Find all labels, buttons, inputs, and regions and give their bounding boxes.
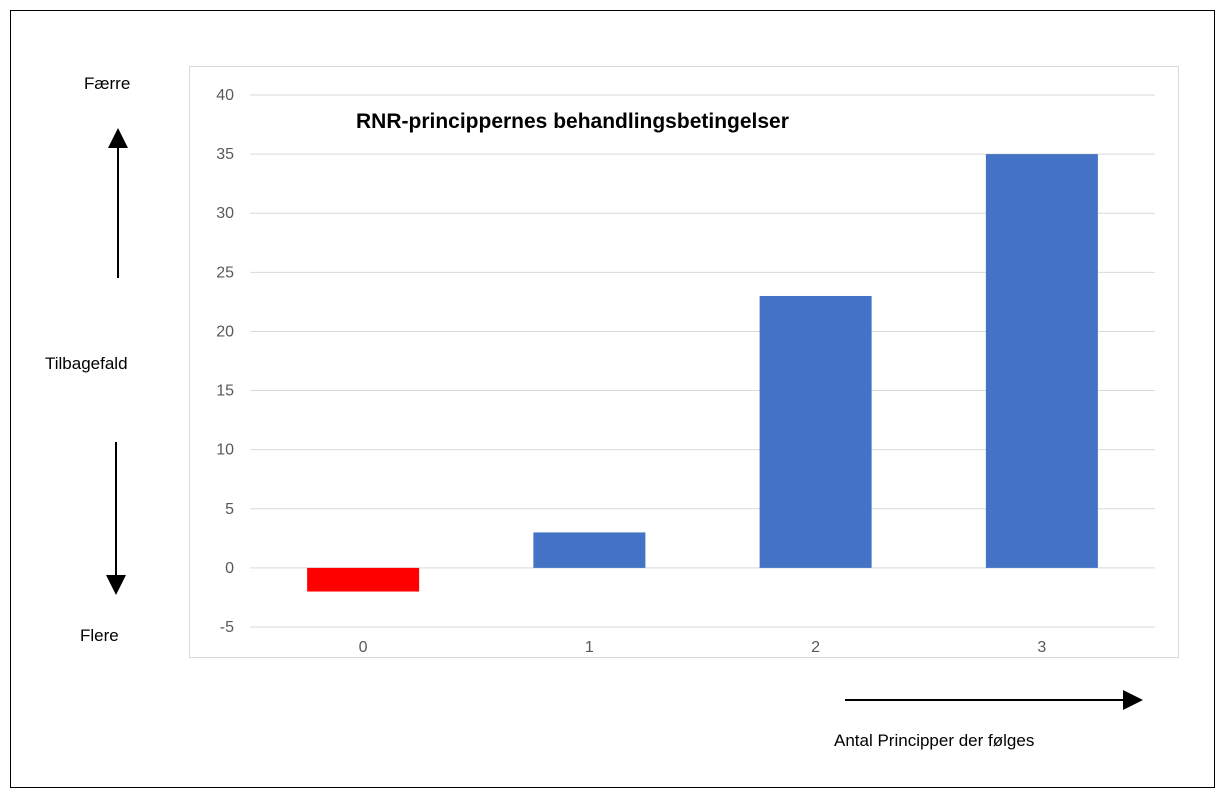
bar-0 — [307, 567, 420, 592]
bar-1 — [533, 532, 646, 568]
y-tick-label: -5 — [220, 619, 234, 636]
tick-labels: -5 0 5 10 15 20 25 30 35 40 0 1 2 3 — [216, 87, 1046, 656]
y-tick-label: 20 — [216, 323, 234, 340]
y-tick-label: 40 — [216, 87, 234, 104]
y-axis-bottom-label: Flere — [80, 626, 119, 645]
bar-3 — [985, 154, 1098, 568]
y-axis-top-label: Færre — [84, 74, 131, 93]
x-tick-label: 2 — [811, 639, 820, 656]
bars — [307, 154, 1098, 592]
x-axis-title: Antal Principper der følges — [834, 731, 1035, 750]
y-tick-label: 15 — [216, 383, 234, 400]
y-axis-title: Tilbagefald — [45, 354, 128, 373]
y-tick-label: 30 — [216, 205, 234, 222]
y-tick-label: 35 — [216, 146, 234, 163]
x-tick-label: 3 — [1037, 639, 1046, 656]
y-tick-label: 25 — [216, 264, 234, 281]
bar-2 — [759, 295, 872, 568]
y-tick-label: 5 — [225, 501, 234, 518]
chart-title: RNR-princippernes behandlingsbetingelser — [356, 110, 789, 133]
x-tick-label: 0 — [359, 639, 368, 656]
y-tick-label: 0 — [225, 560, 234, 577]
y-tick-label: 10 — [216, 442, 234, 459]
x-tick-label: 1 — [585, 639, 594, 656]
